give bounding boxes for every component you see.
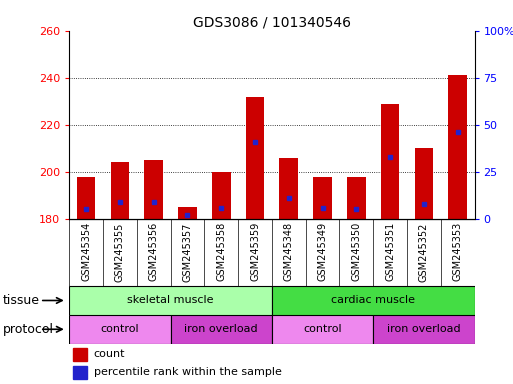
Text: tissue: tissue — [3, 294, 40, 307]
Bar — [313, 177, 332, 219]
Text: GSM245358: GSM245358 — [216, 222, 226, 281]
Bar — [77, 177, 95, 219]
Bar — [448, 75, 467, 219]
Text: GSM245359: GSM245359 — [250, 222, 260, 281]
Text: GSM245354: GSM245354 — [81, 222, 91, 281]
Bar — [69, 286, 272, 315]
Bar — [246, 96, 264, 219]
Bar — [347, 177, 366, 219]
Bar — [111, 162, 129, 219]
Bar — [73, 366, 88, 379]
Text: GSM245353: GSM245353 — [452, 222, 463, 281]
Bar — [272, 286, 475, 315]
Bar — [415, 148, 433, 219]
Text: skeletal muscle: skeletal muscle — [127, 295, 214, 306]
Text: GSM245357: GSM245357 — [183, 222, 192, 281]
Bar — [212, 172, 230, 219]
Text: GSM245351: GSM245351 — [385, 222, 395, 281]
Bar — [69, 315, 170, 344]
Bar — [144, 160, 163, 219]
Bar — [280, 158, 298, 219]
Text: GSM245349: GSM245349 — [318, 222, 327, 281]
Text: percentile rank within the sample: percentile rank within the sample — [93, 367, 282, 377]
Text: GSM245348: GSM245348 — [284, 222, 294, 281]
Text: iron overload: iron overload — [387, 324, 461, 334]
Text: GSM245356: GSM245356 — [149, 222, 159, 281]
Text: iron overload: iron overload — [184, 324, 258, 334]
Title: GDS3086 / 101340546: GDS3086 / 101340546 — [193, 16, 351, 30]
Text: control: control — [101, 324, 139, 334]
Text: GSM245350: GSM245350 — [351, 222, 361, 281]
Bar — [272, 315, 373, 344]
Text: protocol: protocol — [3, 323, 53, 336]
Text: cardiac muscle: cardiac muscle — [331, 295, 415, 306]
Bar — [73, 348, 88, 361]
Bar — [381, 104, 400, 219]
Text: count: count — [93, 349, 125, 359]
Bar — [178, 207, 197, 219]
Bar — [373, 315, 475, 344]
Text: GSM245355: GSM245355 — [115, 222, 125, 281]
Text: control: control — [303, 324, 342, 334]
Text: GSM245352: GSM245352 — [419, 222, 429, 281]
Bar — [170, 315, 272, 344]
